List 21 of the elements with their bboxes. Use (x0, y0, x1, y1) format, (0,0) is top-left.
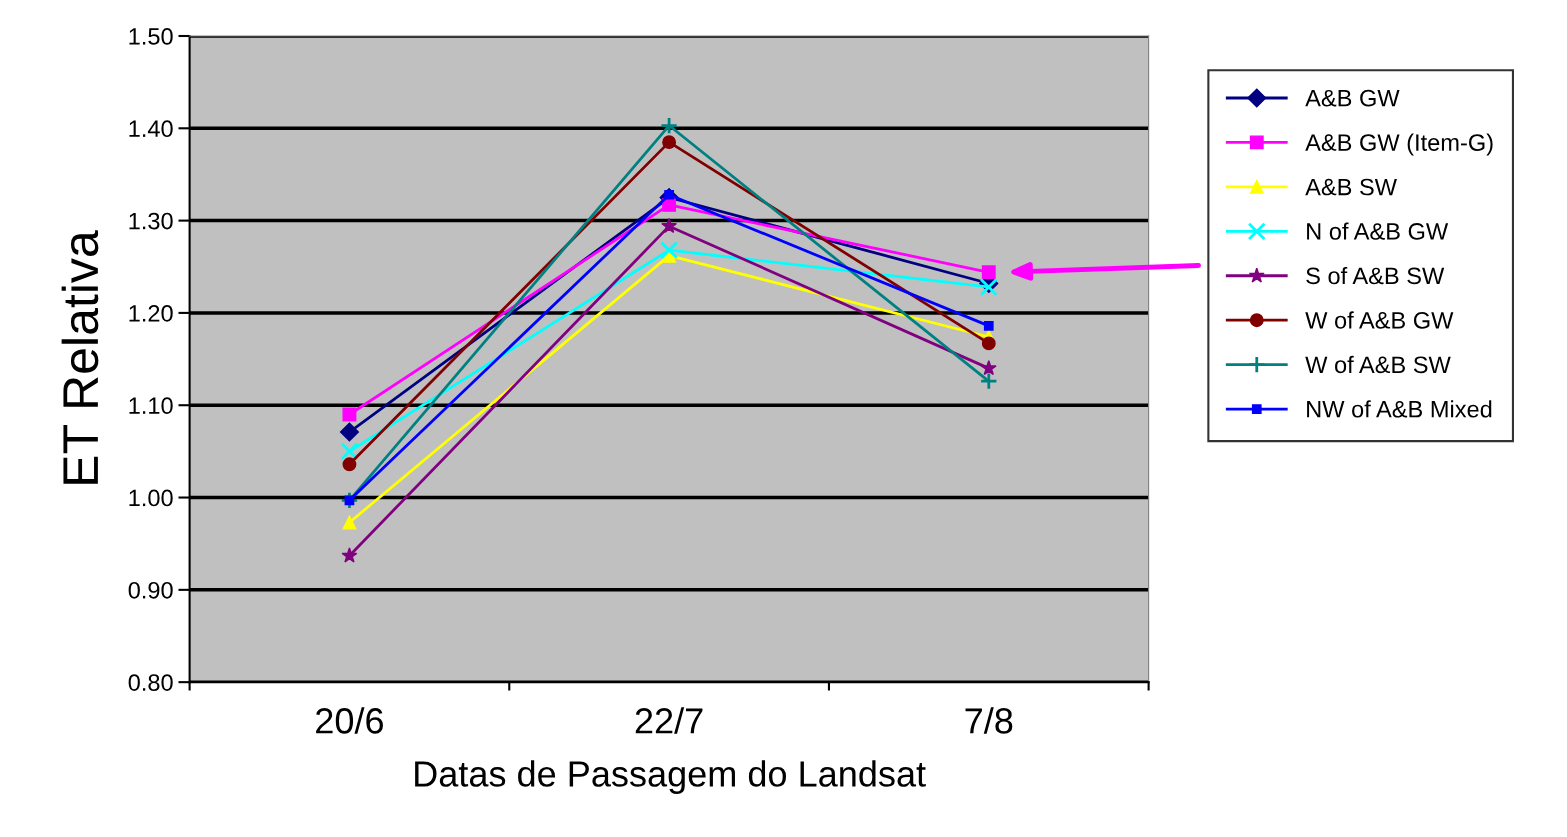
legend-label: NW of A&B Mixed (1307, 400, 1492, 418)
y-tick-label: 0.80 (128, 674, 173, 691)
legend-label: A&B SW (1305, 178, 1397, 196)
x-axis-title: Datas de Passagem do Landsat (415, 760, 926, 794)
y-tick-label: 1.10 (129, 397, 173, 415)
y-tick-label: 1.00 (129, 489, 173, 507)
legend-label: A&B GW (1305, 89, 1400, 107)
y-tick-label: 1.40 (129, 120, 173, 138)
legend-label: W of A&B GW (1305, 311, 1454, 329)
x-tick-label: 20/6 (316, 707, 383, 734)
legend-label: S of A&B SW (1306, 266, 1445, 285)
x-tick-label: 7/8 (965, 707, 1013, 734)
legend-label: W of A&B SW (1305, 355, 1451, 374)
y-tick-label: 1.30 (129, 212, 173, 230)
legend-label: A&B GW (Item-G) (1305, 133, 1493, 156)
y-axis-title: ET Relativa (61, 230, 99, 484)
legend-label: N of A&B GW (1307, 222, 1449, 240)
x-tick-label: 22/7 (635, 707, 703, 734)
y-tick-label: 1.20 (129, 304, 173, 322)
y-tick-label: 0.90 (128, 581, 173, 599)
y-tick-label: 1.50 (129, 28, 173, 45)
